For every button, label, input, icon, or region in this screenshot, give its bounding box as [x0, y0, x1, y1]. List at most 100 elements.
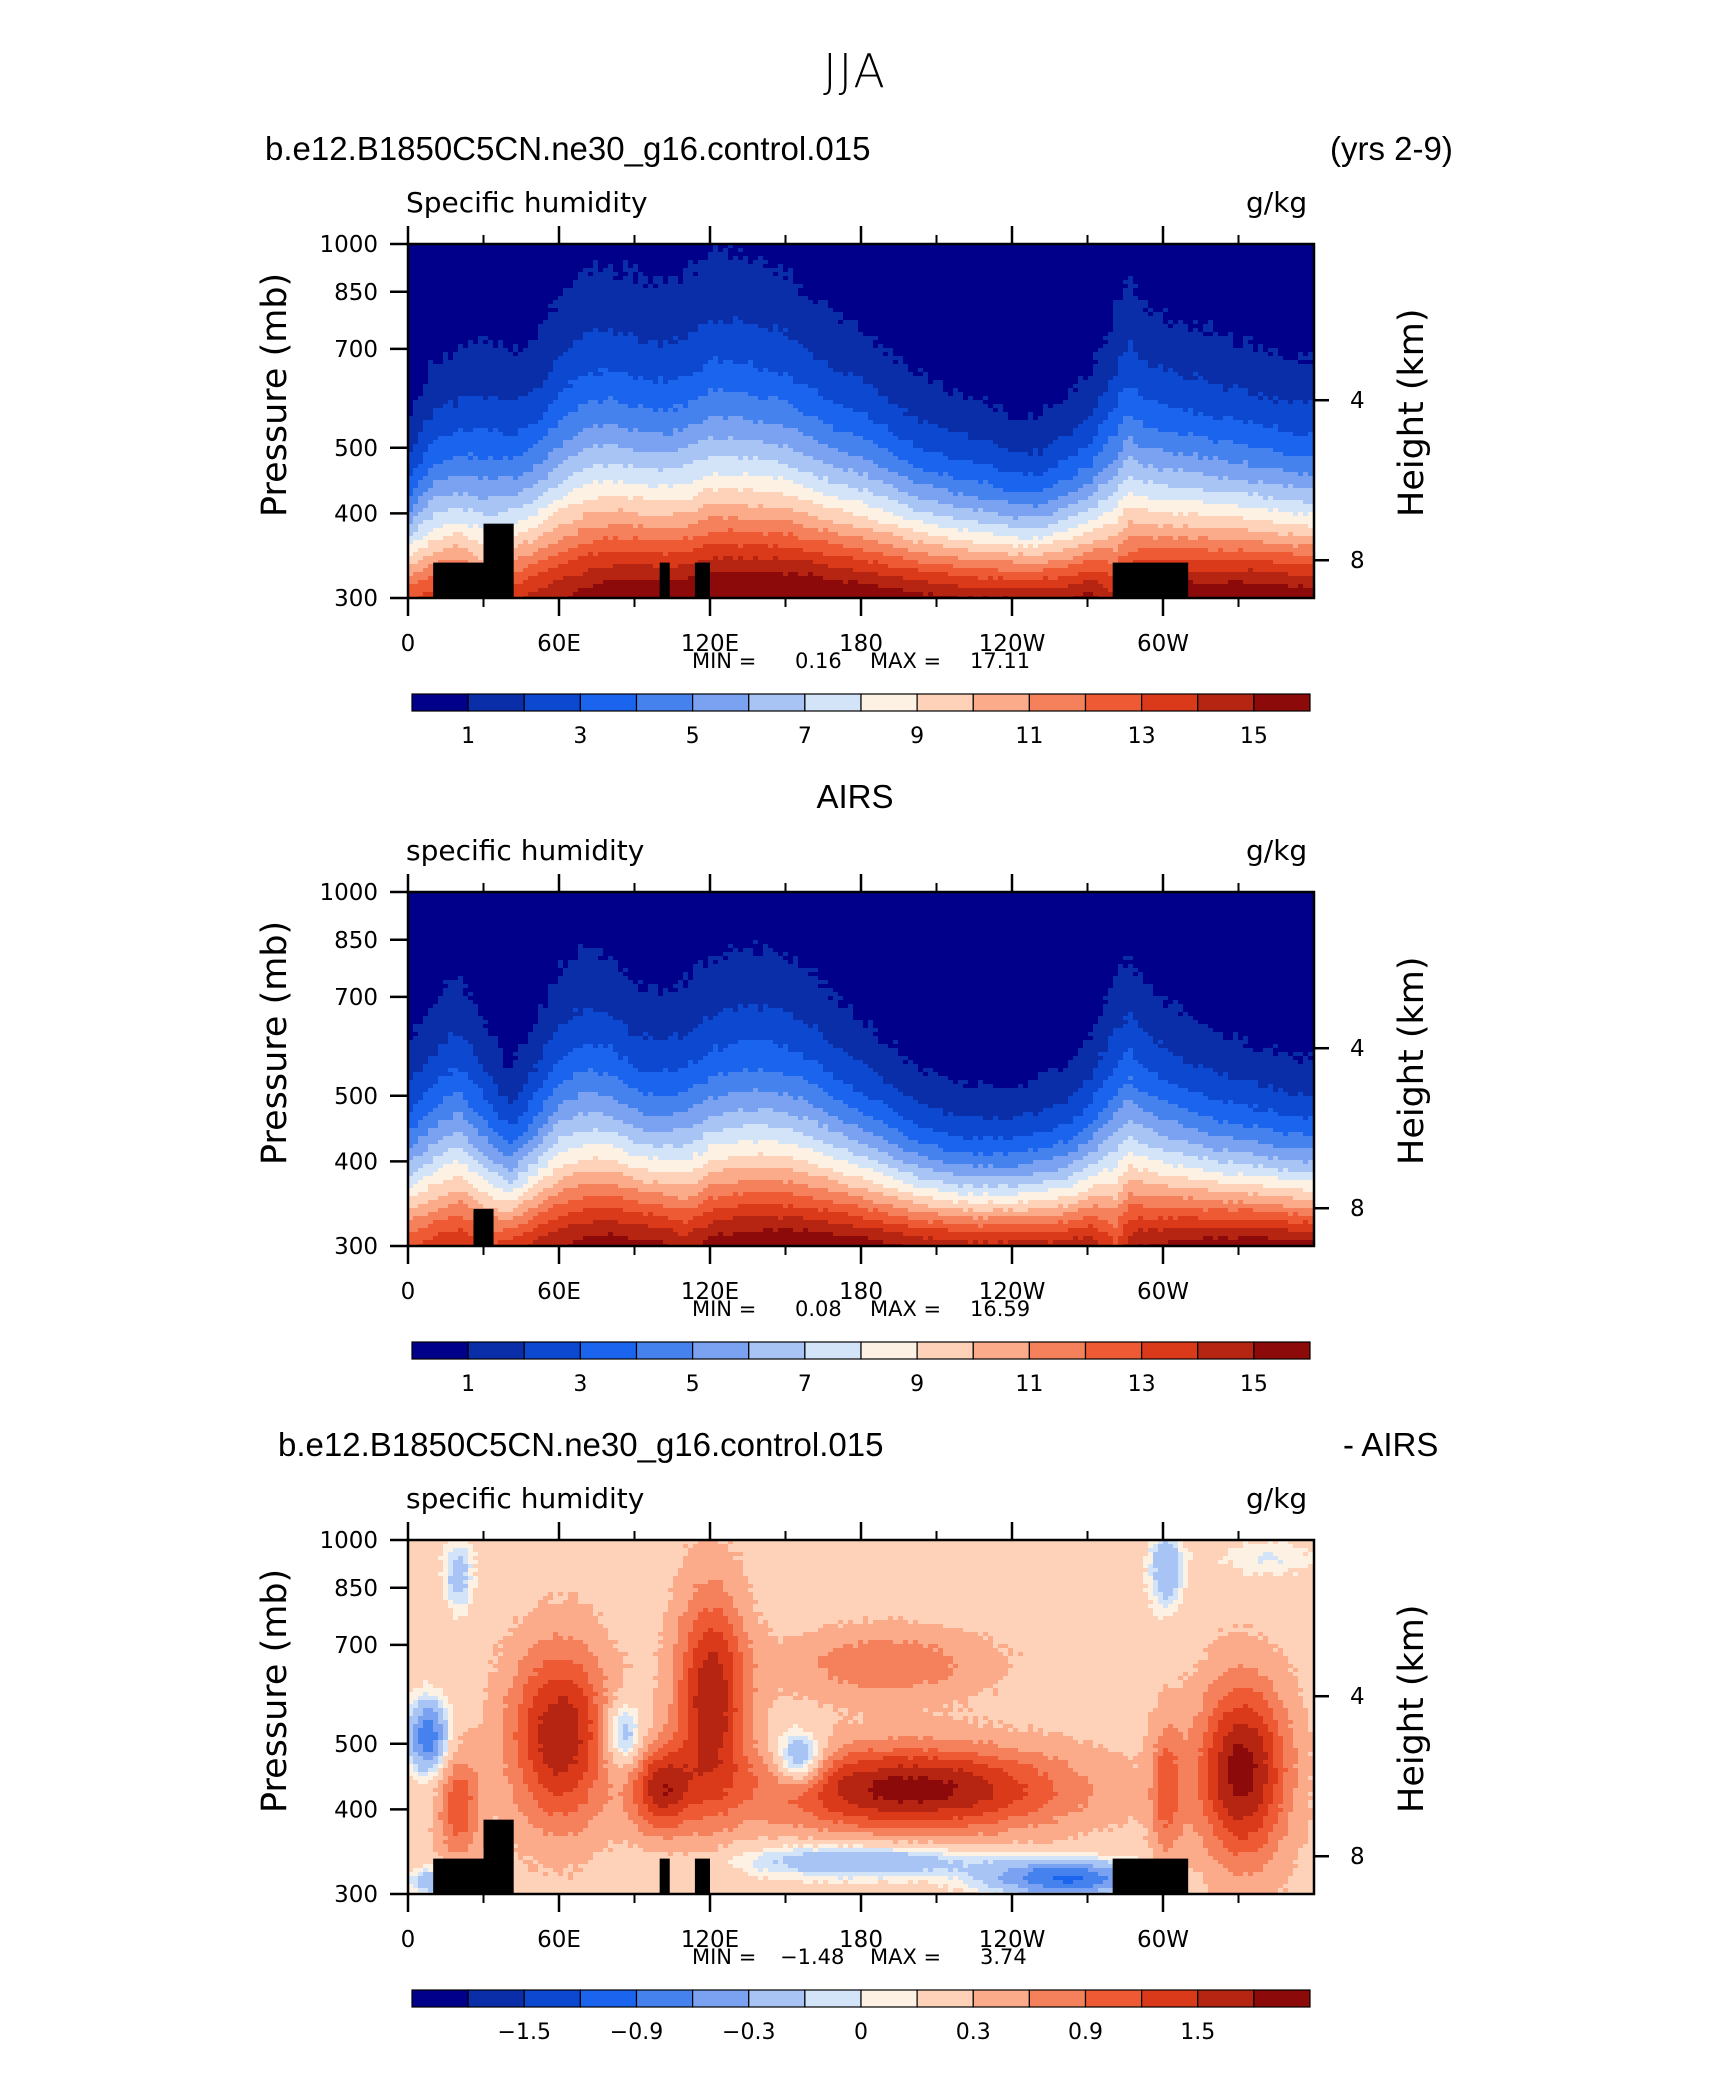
x-tick-label: 180	[839, 631, 883, 657]
contour-cell	[943, 1108, 1044, 1113]
contour-cell	[608, 1708, 619, 1713]
contour-cell	[438, 1168, 469, 1173]
contour-cell	[693, 1060, 699, 1065]
contour-cell	[1268, 508, 1274, 513]
contour-cell	[753, 1720, 769, 1725]
contour-cell	[603, 1680, 624, 1685]
contour-cell	[1143, 420, 1244, 425]
contour-cell	[1233, 1160, 1304, 1165]
contour-cell	[633, 524, 639, 529]
contour-cell	[1188, 1564, 1234, 1569]
contour-cell	[1293, 1728, 1309, 1733]
contour-cell	[1093, 548, 1114, 553]
contour-cell	[1073, 1136, 1094, 1141]
contour-cell	[463, 344, 469, 349]
contour-cell	[583, 1144, 614, 1149]
contour-cell	[443, 360, 554, 365]
colorbar-label: 7	[798, 1372, 812, 1397]
contour-cell	[998, 1680, 1184, 1685]
contour-cell	[1303, 472, 1309, 477]
contour-cell	[1043, 472, 1079, 477]
contour-cell	[723, 388, 819, 393]
contour-cell	[1158, 1600, 1174, 1605]
contour-cell	[808, 296, 1124, 301]
contour-cell	[408, 1668, 499, 1673]
contour-cell	[628, 372, 694, 377]
contour-cell	[603, 952, 724, 957]
contour-cell	[848, 1160, 879, 1165]
contour-cell	[723, 1612, 739, 1617]
contour-cell	[763, 420, 824, 425]
contour-cell	[1158, 1740, 1204, 1745]
contour-cell	[888, 468, 924, 473]
contour-cell	[1208, 1132, 1284, 1137]
contour-cell	[428, 504, 524, 509]
contour-cell	[693, 972, 809, 977]
contour-cell	[1088, 1164, 1119, 1169]
contour-cell	[813, 352, 884, 357]
contour-cell	[673, 1112, 724, 1117]
contour-cell	[833, 988, 1109, 993]
contour-cell	[453, 1572, 464, 1577]
contour-cell	[733, 1716, 744, 1721]
contour-cell	[608, 1744, 614, 1749]
contour-cell	[728, 956, 784, 961]
contour-cell	[998, 1136, 1004, 1141]
contour-cell	[1293, 1196, 1314, 1201]
contour-cell	[408, 912, 1314, 917]
contour-cell	[448, 1576, 469, 1581]
contour-cell	[948, 488, 1004, 493]
contour-cell	[1298, 360, 1314, 365]
contour-cell	[448, 1696, 489, 1701]
contour-cell	[733, 556, 739, 561]
contour-cell	[553, 1184, 579, 1189]
contour-cell	[413, 1172, 434, 1177]
contour-cell	[883, 1228, 949, 1233]
contour-cell	[1113, 320, 1164, 325]
contour-cell	[583, 500, 814, 505]
contour-cell	[1208, 536, 1314, 541]
contour-cell	[623, 1680, 659, 1685]
contour-cell	[818, 1660, 954, 1665]
contour-cell	[623, 1660, 659, 1665]
contour-cell	[408, 1692, 424, 1697]
contour-cell	[718, 1748, 734, 1753]
contour-cell	[1118, 452, 1174, 457]
contour-cell	[893, 1204, 929, 1209]
contour-cell	[798, 960, 1314, 965]
contour-cell	[1048, 500, 1079, 505]
contour-cell	[943, 1220, 1059, 1225]
contour-cell	[983, 1716, 989, 1721]
contour-cell	[563, 1636, 569, 1641]
contour-cell	[1183, 1572, 1189, 1577]
y-tick-label: 300	[334, 1234, 378, 1260]
contour-cell	[1278, 1176, 1314, 1181]
contour-cell	[408, 1580, 444, 1585]
contour-cell	[673, 1668, 684, 1673]
contour-cell	[1018, 1748, 1109, 1753]
contour-cell	[413, 1748, 424, 1753]
contour-cell	[453, 356, 559, 361]
contour-cell	[448, 1740, 464, 1745]
contour-cell	[528, 1732, 539, 1737]
contour-cell	[458, 976, 464, 981]
contour-cell	[1043, 488, 1079, 493]
contour-cell	[803, 1728, 834, 1733]
contour-cell	[763, 944, 769, 949]
contour-cell	[698, 1204, 739, 1209]
contour-cell	[643, 1036, 649, 1041]
contour-cell	[783, 492, 824, 497]
contour-cell	[1278, 1696, 1304, 1701]
contour-cell	[988, 1192, 1019, 1197]
contour-cell	[453, 1708, 484, 1713]
contour-cell	[1033, 1112, 1039, 1117]
contour-cell	[1208, 1688, 1234, 1693]
contour-cell	[1103, 1080, 1169, 1085]
contour-cell	[1173, 1600, 1184, 1605]
contour-cell	[578, 1736, 594, 1741]
contour-cell	[468, 1584, 479, 1589]
contour-cell	[708, 1052, 804, 1057]
contour-cell	[1273, 1088, 1279, 1093]
contour-cell	[948, 472, 1024, 477]
contour-cell	[558, 1084, 629, 1089]
